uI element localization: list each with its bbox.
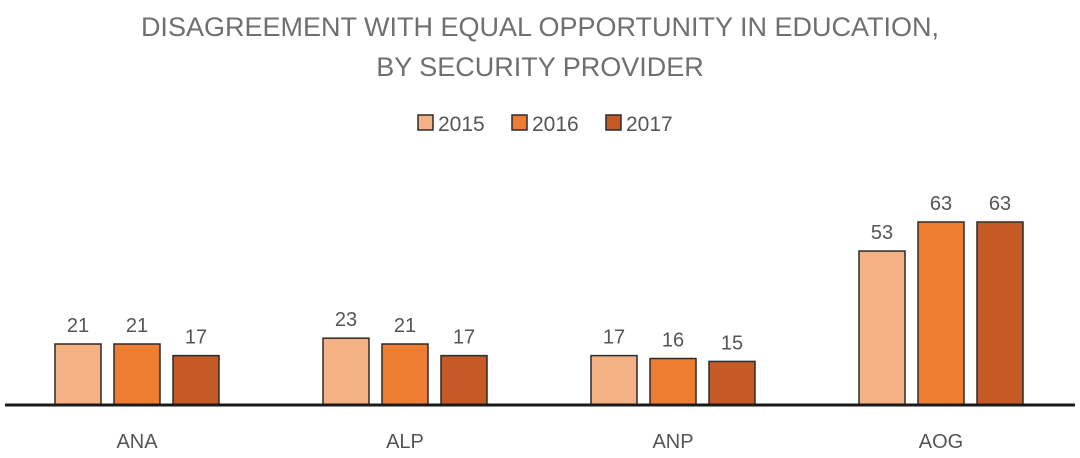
data-label-ana-2016: 21 (126, 315, 148, 337)
data-labels: 21 21 17 23 21 17 17 16 15 53 63 63 (67, 193, 1011, 354)
category-label-anp: ANP (652, 431, 693, 453)
chart-title: DISAGREEMENT WITH EQUAL OPPORTUNITY IN E… (141, 12, 939, 82)
legend-swatch-2016 (511, 114, 528, 131)
bar-aog-2017 (976, 221, 1024, 406)
data-label-aog-2015: 53 (871, 222, 893, 244)
data-label-ana-2017: 17 (185, 327, 207, 349)
legend-label-2017: 2017 (626, 113, 673, 136)
category-labels: ANA ALP ANP AOG (116, 431, 963, 453)
legend-swatch-2015 (417, 114, 434, 131)
bars (54, 221, 1024, 406)
data-label-anp-2017: 15 (721, 332, 743, 354)
legend-swatch-2017 (605, 114, 622, 131)
legend: 2015 2016 2017 (417, 113, 673, 136)
bar-alp-2017 (440, 354, 488, 406)
bar-ana-2016 (113, 343, 161, 406)
data-label-aog-2016: 63 (930, 193, 952, 215)
bar-aog-2015 (858, 250, 906, 406)
bar-anp-2016 (649, 357, 697, 406)
bar-anp-2017 (708, 360, 756, 406)
bar-alp-2015 (322, 337, 370, 406)
data-label-alp-2017: 17 (453, 327, 475, 349)
data-label-anp-2015: 17 (603, 327, 625, 349)
bar-alp-2016 (381, 343, 429, 406)
chart-title-line-1: DISAGREEMENT WITH EQUAL OPPORTUNITY IN E… (141, 12, 939, 42)
data-label-alp-2016: 21 (394, 315, 416, 337)
chart-title-line-2: BY SECURITY PROVIDER (376, 52, 704, 82)
bar-ana-2015 (54, 343, 102, 406)
bar-aog-2016 (917, 221, 965, 406)
category-label-alp: ALP (386, 431, 424, 453)
legend-label-2016: 2016 (532, 113, 579, 136)
bar-anp-2015 (590, 354, 638, 406)
data-label-alp-2015: 23 (335, 309, 357, 331)
bar-ana-2017 (172, 354, 220, 406)
data-label-aog-2017: 63 (989, 193, 1011, 215)
legend-label-2015: 2015 (438, 113, 485, 136)
data-label-anp-2016: 16 (662, 330, 684, 352)
data-label-ana-2015: 21 (67, 315, 89, 337)
category-label-ana: ANA (116, 431, 158, 453)
category-label-aog: AOG (919, 431, 963, 453)
